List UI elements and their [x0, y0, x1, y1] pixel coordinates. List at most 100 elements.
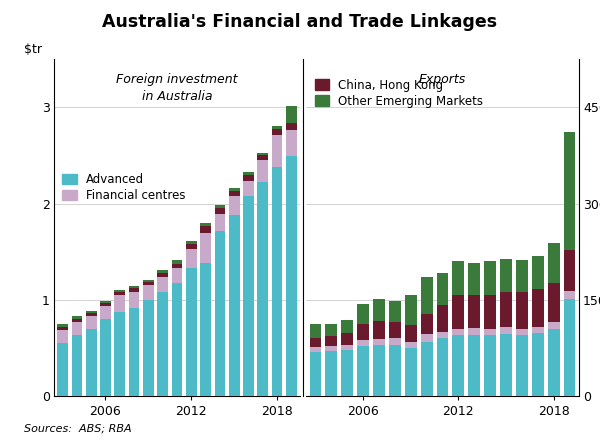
Bar [421, 314, 433, 334]
Bar [484, 329, 496, 335]
Bar [516, 329, 528, 335]
Bar [272, 128, 283, 136]
Bar [257, 160, 268, 183]
Bar [172, 264, 182, 268]
Bar [325, 336, 337, 346]
Bar [286, 156, 297, 396]
Bar [215, 231, 225, 396]
Bar [500, 259, 512, 292]
Bar [186, 268, 197, 396]
Bar [405, 341, 417, 348]
Bar [405, 348, 417, 396]
Bar [357, 340, 369, 346]
Bar [57, 324, 68, 327]
Bar [325, 346, 337, 351]
Bar [341, 345, 353, 350]
Bar [272, 167, 283, 396]
Bar [86, 313, 97, 316]
Bar [172, 260, 182, 264]
Bar [405, 295, 417, 326]
Bar [115, 295, 125, 312]
Bar [563, 291, 575, 299]
Text: Exports: Exports [419, 73, 466, 86]
Bar [100, 306, 111, 319]
Bar [86, 329, 97, 396]
Bar [100, 319, 111, 396]
Bar [115, 312, 125, 396]
Bar [452, 295, 464, 329]
Bar [548, 243, 560, 283]
Bar [129, 286, 139, 288]
Text: Foreign investment
in Australia: Foreign investment in Australia [116, 73, 238, 103]
Bar [516, 260, 528, 292]
Bar [548, 283, 560, 322]
Bar [100, 301, 111, 303]
Bar [229, 215, 239, 396]
Bar [57, 327, 68, 330]
Bar [516, 292, 528, 329]
Bar [86, 312, 97, 313]
Bar [373, 299, 385, 321]
Bar [373, 321, 385, 339]
Bar [286, 123, 297, 130]
Bar [172, 268, 182, 282]
Bar [215, 214, 225, 231]
Bar [71, 322, 82, 335]
Bar [389, 338, 401, 345]
Bar [272, 126, 283, 128]
Bar [57, 330, 68, 343]
Bar [310, 352, 322, 396]
Bar [341, 350, 353, 396]
Bar [272, 136, 283, 167]
Bar [100, 303, 111, 306]
Bar [129, 308, 139, 396]
Bar [468, 263, 480, 295]
Bar [310, 337, 322, 347]
Bar [229, 196, 239, 215]
Bar [437, 332, 448, 338]
Bar [437, 273, 448, 305]
Bar [452, 335, 464, 396]
Bar [563, 299, 575, 396]
Bar [157, 277, 168, 292]
Bar [286, 106, 297, 123]
Bar [200, 263, 211, 396]
Bar [437, 305, 448, 332]
Bar [143, 300, 154, 396]
Bar [86, 316, 97, 329]
Bar [200, 223, 211, 226]
Bar [71, 319, 82, 322]
Bar [186, 249, 197, 268]
Bar [341, 333, 353, 345]
Bar [341, 320, 353, 333]
Bar [484, 295, 496, 329]
Bar [548, 322, 560, 329]
Bar [500, 334, 512, 396]
Bar [437, 338, 448, 396]
Bar [286, 130, 297, 156]
Bar [157, 273, 168, 277]
Bar [243, 180, 254, 196]
Text: Sources:  ABS; RBA: Sources: ABS; RBA [24, 423, 131, 433]
Bar [200, 226, 211, 232]
Bar [484, 261, 496, 295]
Bar [325, 351, 337, 396]
Bar [421, 334, 433, 341]
Bar [186, 241, 197, 244]
Bar [389, 301, 401, 322]
Bar [129, 292, 139, 308]
Text: $tr: $tr [25, 43, 43, 56]
Bar [373, 339, 385, 345]
Bar [200, 232, 211, 263]
Bar [532, 327, 544, 333]
Bar [143, 286, 154, 300]
Bar [257, 154, 268, 160]
Bar [468, 295, 480, 328]
Bar [516, 335, 528, 396]
Bar [548, 329, 560, 396]
Bar [468, 328, 480, 335]
Bar [500, 292, 512, 327]
Legend: China, Hong Kong, Other Emerging Markets: China, Hong Kong, Other Emerging Markets [314, 79, 483, 108]
Bar [532, 333, 544, 396]
Bar [325, 323, 337, 336]
